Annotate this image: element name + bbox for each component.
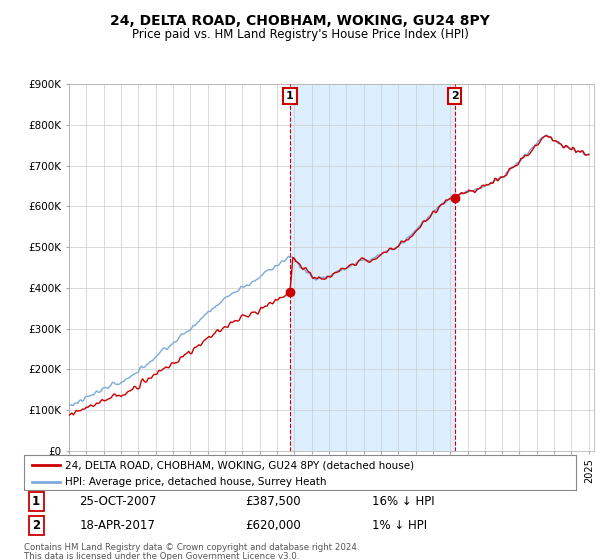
Text: £620,000: £620,000 [245,519,301,532]
Text: 1: 1 [32,495,40,508]
Text: 24, DELTA ROAD, CHOBHAM, WOKING, GU24 8PY (detached house): 24, DELTA ROAD, CHOBHAM, WOKING, GU24 8P… [65,460,415,470]
Text: Contains HM Land Registry data © Crown copyright and database right 2024.: Contains HM Land Registry data © Crown c… [24,543,359,552]
Text: This data is licensed under the Open Government Licence v3.0.: This data is licensed under the Open Gov… [24,552,299,560]
Text: 16% ↓ HPI: 16% ↓ HPI [372,495,434,508]
Text: 2: 2 [451,91,458,101]
Text: £387,500: £387,500 [245,495,301,508]
Text: 1: 1 [286,91,294,101]
Text: Price paid vs. HM Land Registry's House Price Index (HPI): Price paid vs. HM Land Registry's House … [131,28,469,41]
Text: 1% ↓ HPI: 1% ↓ HPI [372,519,427,532]
Text: 18-APR-2017: 18-APR-2017 [79,519,155,532]
Bar [290,84,455,451]
Text: 2: 2 [32,519,40,532]
Text: HPI: Average price, detached house, Surrey Heath: HPI: Average price, detached house, Surr… [65,477,327,487]
Text: 24, DELTA ROAD, CHOBHAM, WOKING, GU24 8PY: 24, DELTA ROAD, CHOBHAM, WOKING, GU24 8P… [110,14,490,28]
Text: 25-OCT-2007: 25-OCT-2007 [79,495,157,508]
